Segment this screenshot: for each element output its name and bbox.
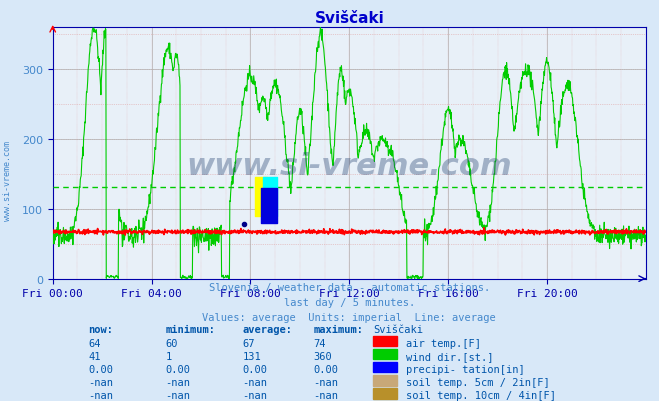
Text: soil temp. 5cm / 2in[F]: soil temp. 5cm / 2in[F] [406, 377, 550, 387]
Text: 0.00: 0.00 [165, 364, 190, 374]
Text: -nan: -nan [165, 390, 190, 400]
Bar [373, 349, 397, 359]
Text: minimum:: minimum: [165, 324, 215, 334]
Text: 41: 41 [88, 351, 101, 361]
Text: -nan: -nan [314, 377, 339, 387]
Text: Slovenia / weather data - automatic stations.: Slovenia / weather data - automatic stat… [209, 282, 490, 292]
Text: precipi- tation[in]: precipi- tation[in] [406, 364, 525, 374]
Text: 64: 64 [88, 338, 101, 348]
Text: 0.00: 0.00 [88, 364, 113, 374]
Text: www.si-vreme.com: www.si-vreme.com [3, 140, 13, 221]
Text: soil temp. 10cm / 4in[F]: soil temp. 10cm / 4in[F] [406, 390, 556, 400]
Text: -nan: -nan [88, 377, 113, 387]
Text: air temp.[F]: air temp.[F] [406, 338, 480, 348]
Bar [373, 375, 397, 386]
Text: 360: 360 [314, 351, 332, 361]
Text: Sviščaki: Sviščaki [373, 324, 423, 334]
Text: 60: 60 [165, 338, 178, 348]
Text: Values: average  Units: imperial  Line: average: Values: average Units: imperial Line: av… [202, 312, 496, 322]
Text: -nan: -nan [243, 377, 268, 387]
Text: -nan: -nan [88, 390, 113, 400]
Text: 0.00: 0.00 [314, 364, 339, 374]
Text: -nan: -nan [243, 390, 268, 400]
Text: 131: 131 [243, 351, 261, 361]
Text: -nan: -nan [165, 377, 190, 387]
Text: wind dir.[st.]: wind dir.[st.] [406, 351, 493, 361]
Bar [373, 389, 397, 399]
Text: www.si-vreme.com: www.si-vreme.com [186, 152, 512, 180]
Bar [373, 362, 397, 373]
Text: 74: 74 [314, 338, 326, 348]
Text: 1: 1 [165, 351, 171, 361]
Text: now:: now: [88, 324, 113, 334]
Text: 67: 67 [243, 338, 255, 348]
Text: last day / 5 minutes.: last day / 5 minutes. [283, 297, 415, 307]
Text: maximum:: maximum: [314, 324, 364, 334]
Title: Sviščaki: Sviščaki [314, 10, 384, 26]
Text: 0.00: 0.00 [243, 364, 268, 374]
Bar [373, 336, 397, 346]
Text: -nan: -nan [314, 390, 339, 400]
Text: average:: average: [243, 324, 293, 334]
